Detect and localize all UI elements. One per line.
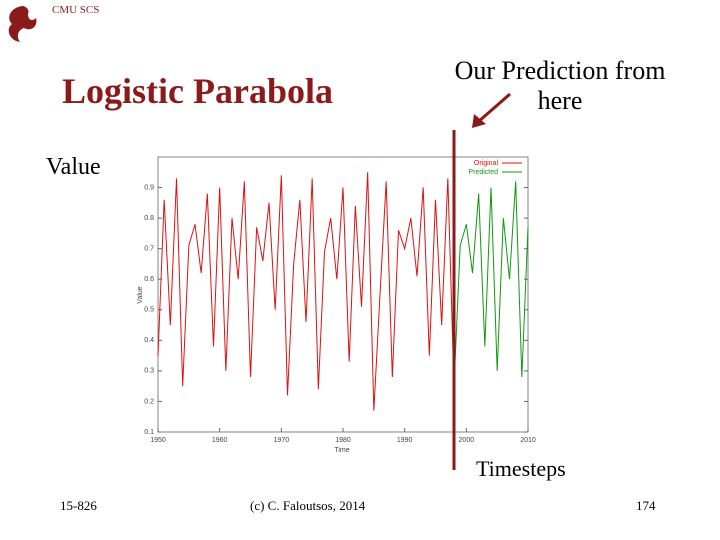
series-line bbox=[157, 172, 455, 411]
x-tick-label: 1980 bbox=[335, 437, 351, 444]
footer-center: (c) C. Faloutsos, 2014 bbox=[250, 498, 366, 513]
logo bbox=[8, 6, 37, 42]
x-tick-label: 1990 bbox=[397, 437, 413, 444]
logo-text: CMU SCS bbox=[52, 4, 100, 16]
y-tick-label: 0.1 bbox=[144, 429, 154, 436]
x-tick-label: 1960 bbox=[212, 437, 228, 444]
x-tick-label: 2000 bbox=[459, 437, 475, 444]
x-tick-label: 1950 bbox=[150, 437, 166, 444]
y-axis-label: Value bbox=[137, 286, 144, 303]
annotation: Our Prediction from here bbox=[454, 56, 666, 115]
bottom-label: Timesteps bbox=[476, 456, 566, 481]
y-tick-label: 0.7 bbox=[144, 246, 154, 253]
x-axis-label: Time bbox=[334, 447, 349, 454]
legend-label: Original bbox=[474, 160, 499, 167]
arrow-head bbox=[472, 114, 486, 128]
y-tick-label: 0.5 bbox=[144, 307, 154, 314]
side-label: Value bbox=[46, 154, 101, 180]
footer-right: 174 bbox=[636, 498, 656, 513]
y-tick-label: 0.6 bbox=[144, 276, 154, 283]
footer-left: 15-826 bbox=[60, 498, 97, 513]
y-tick-label: 0.3 bbox=[144, 368, 154, 375]
series-line bbox=[453, 181, 529, 387]
x-tick-label: 2010 bbox=[520, 437, 536, 444]
x-tick-label: 1970 bbox=[274, 437, 290, 444]
y-tick-label: 0.4 bbox=[144, 337, 154, 344]
y-tick-label: 0.2 bbox=[144, 398, 154, 405]
legend-label: Predicted bbox=[468, 169, 498, 176]
y-tick-label: 0.8 bbox=[144, 215, 154, 222]
y-tick-label: 0.9 bbox=[144, 184, 154, 191]
chart: Value Time 0.1 0.2 0.3 0.4 0.5 0.6 0.7 0.8 0.9 19… bbox=[137, 156, 536, 454]
slide-title: Logistic Parabola bbox=[62, 71, 333, 111]
